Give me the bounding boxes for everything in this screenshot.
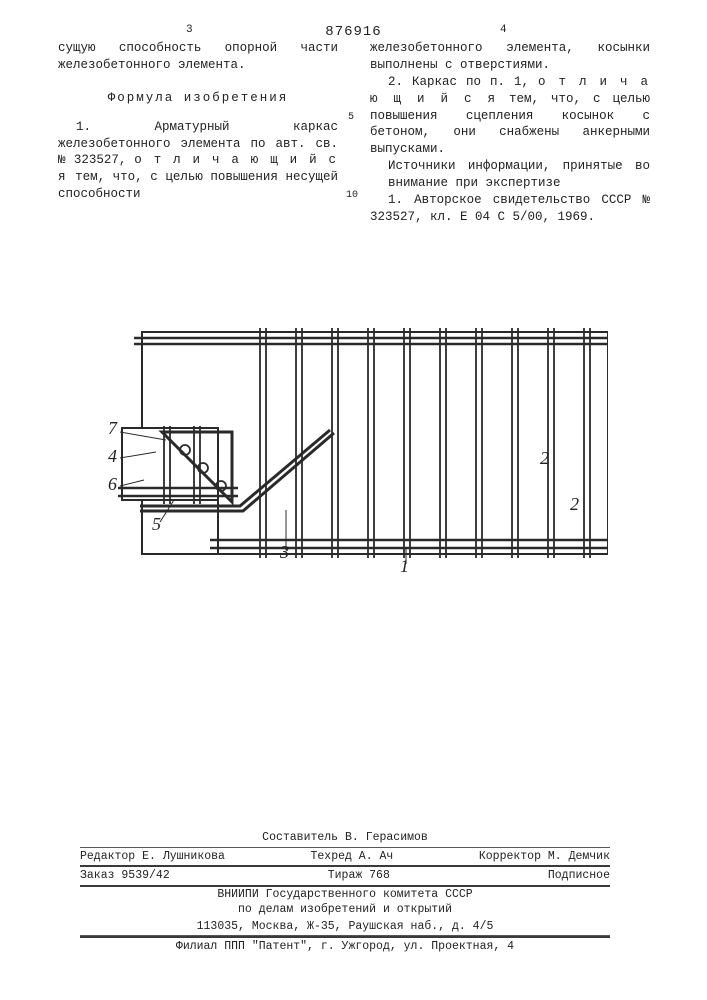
footer-order: Заказ 9539/42	[80, 868, 170, 884]
right-p2: 2. Каркас по п. 1, о т л и ч а ю щ и й с…	[370, 74, 650, 158]
svg-text:1: 1	[400, 556, 409, 576]
footer-org1: ВНИИПИ Государственного комитета СССР	[80, 887, 610, 903]
footer-corr: Корректор М. Демчик	[479, 849, 610, 865]
right-p4: 1. Авторское свидетельство СССР № 323527…	[370, 192, 650, 226]
footer-block: Составитель В. Герасимов Редактор Е. Луш…	[80, 830, 610, 955]
right-p4-text: 1. Авторское свидетельство СССР № 323527…	[370, 193, 650, 224]
right-column: железобетонного элемента, косынки выполн…	[370, 40, 650, 226]
left-p2: 1. Арматурный каркас железобетонного эле…	[58, 119, 338, 203]
footer-addr1: 113035, Москва, Ж-35, Раушская наб., д. …	[197, 919, 494, 935]
left-column: сущую способность опорной части железобе…	[58, 40, 338, 203]
footer-org2: по делам изобретений и открытий	[80, 902, 610, 918]
document-number: 876916	[325, 24, 381, 40]
footer-compiler: Составитель В. Герасимов	[80, 830, 610, 848]
left-p2-tail: тем, что, с целью повышения несущей спос…	[58, 170, 338, 201]
footer-sign: Подписное	[548, 868, 610, 884]
page-num-right: 4	[500, 24, 507, 36]
right-p2-start: 2. Каркас по п. 1,	[388, 75, 529, 89]
svg-text:6: 6	[108, 474, 117, 494]
svg-text:2: 2	[570, 494, 579, 514]
footer-addr2: Филиал ППП "Патент", г. Ужгород, ул. Про…	[80, 936, 610, 955]
svg-text:5: 5	[152, 514, 161, 534]
footer-tirazh: Тираж 768	[328, 868, 390, 884]
svg-text:4: 4	[108, 446, 117, 466]
line-number-10: 10	[346, 190, 358, 201]
svg-text:7: 7	[108, 418, 118, 438]
formula-heading: Формула изобретения	[58, 90, 338, 107]
svg-text:2: 2	[540, 448, 549, 468]
line-number-5: 5	[348, 112, 354, 123]
technical-diagram: 1 2 2 3 4 5 6 7	[100, 320, 608, 580]
svg-text:3: 3	[279, 542, 289, 562]
right-p1: железобетонного элемента, косынки выполн…	[370, 40, 650, 74]
page-num-left: 3	[186, 24, 193, 36]
footer-editor: Редактор Е. Лушникова	[80, 849, 225, 865]
left-p1: сущую способность опорной части железобе…	[58, 40, 338, 74]
footer-tech: Техред А. Ач	[310, 849, 393, 865]
right-p3: Источники информации, принятые во вниман…	[388, 158, 650, 192]
